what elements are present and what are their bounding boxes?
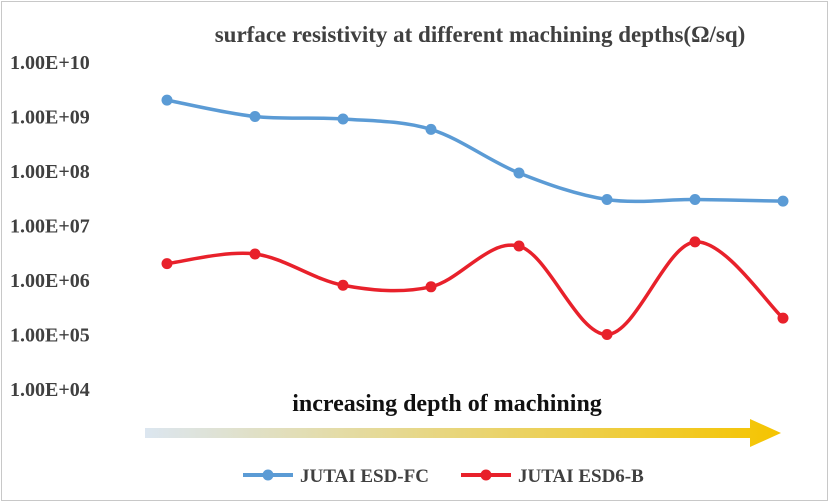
data-point [161, 258, 173, 270]
legend: JUTAI ESD-FC JUTAI ESD6-B [243, 466, 644, 487]
legend-marker [262, 469, 274, 481]
y-tick-label: 1.00E+05 [10, 325, 90, 347]
data-point [337, 279, 349, 291]
depth-annotation: increasing depth of machining [292, 391, 602, 417]
data-point [249, 248, 261, 260]
series-points [161, 94, 789, 340]
depth-arrow [145, 419, 781, 447]
data-point [777, 195, 789, 207]
data-point [161, 94, 173, 106]
legend-marker [480, 469, 492, 481]
y-tick-label: 1.00E+09 [10, 107, 90, 129]
data-point [513, 240, 525, 252]
y-tick-label: 1.00E+10 [10, 52, 90, 74]
data-point [337, 113, 349, 125]
data-point [513, 167, 525, 179]
series-line-1 [165, 98, 785, 204]
y-tick-label: 1.00E+04 [10, 379, 90, 401]
y-tick-label: 1.00E+08 [10, 161, 90, 183]
series-lines [165, 98, 785, 337]
data-point [601, 329, 613, 340]
data-point [601, 193, 613, 205]
y-tick-label: 1.00E+06 [10, 270, 90, 292]
data-point [689, 193, 701, 205]
data-point [249, 111, 261, 122]
y-axis-ticks: 1.00E+10 1.00E+09 1.00E+08 1.00E+07 1.00E+06… [10, 52, 90, 401]
data-point [425, 281, 437, 293]
chart-title: surface resistivity at different machini… [215, 22, 746, 47]
legend-label: JUTAI ESD6-B [518, 466, 644, 487]
y-tick-label: 1.00E+07 [10, 216, 90, 238]
data-point [425, 123, 437, 135]
data-point [689, 236, 701, 248]
legend-label: JUTAI ESD-FC [300, 466, 429, 487]
data-point [777, 312, 789, 324]
